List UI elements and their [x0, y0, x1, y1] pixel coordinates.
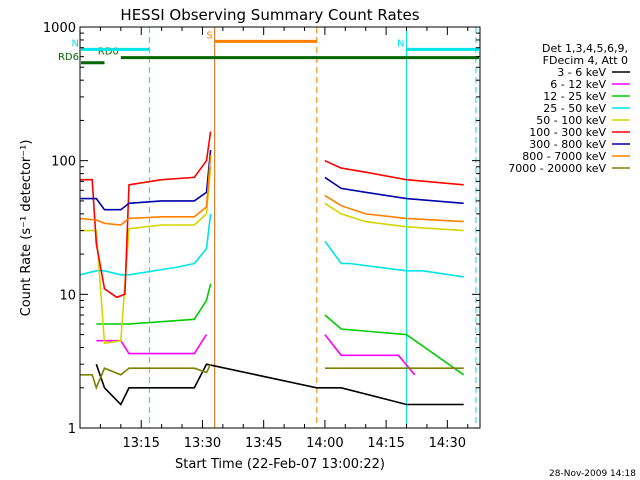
- series-group: [95, 363, 464, 406]
- legend-label: 6 - 12 keV: [550, 78, 606, 91]
- annotation-label: RD6: [58, 52, 79, 63]
- legend-label: 800 - 7000 keV: [522, 150, 606, 163]
- series-group: [80, 363, 464, 391]
- x-tick-label: 14:30: [429, 436, 466, 451]
- legend-label: 50 - 100 keV: [536, 114, 606, 127]
- mode-annotations: RD6 RD0 N N S: [58, 30, 479, 65]
- annotation-label: N: [397, 38, 404, 49]
- series-line: [96, 283, 212, 325]
- legend-label: 12 - 25 keV: [543, 90, 606, 103]
- footer-timestamp: 28-Nov-2009 14:18: [549, 469, 636, 479]
- x-tick-label: 13:15: [122, 436, 159, 451]
- x-axis-label: Start Time (22-Feb-07 13:00:22): [175, 457, 385, 472]
- x-tick-label: 13:30: [184, 436, 221, 451]
- series-line: [324, 159, 464, 186]
- legend: Det 1,3,4,5,6,9,FDecim 4, Att 03 - 6 keV…: [508, 42, 630, 175]
- series-group: [80, 131, 464, 299]
- legend-header: Det 1,3,4,5,6,9,: [542, 42, 628, 55]
- series-group: [96, 334, 416, 376]
- series-line: [80, 131, 212, 299]
- x-tick-label: 14:00: [306, 436, 343, 451]
- plot-frame: [79, 26, 481, 429]
- legend-label: 300 - 800 keV: [529, 138, 606, 151]
- legend-header: FDecim 4, Att 0: [543, 54, 628, 67]
- legend-label: 25 - 50 keV: [543, 102, 606, 115]
- series-line: [324, 194, 464, 223]
- series-line: [324, 176, 464, 205]
- y-tick-label: 1000: [43, 21, 76, 36]
- series-line: [324, 334, 416, 376]
- series-line: [324, 202, 464, 232]
- y-tick-label: 100: [51, 155, 76, 170]
- y-tick-label: 1: [68, 422, 76, 437]
- series-line: [324, 314, 465, 376]
- annotation-label: S: [206, 30, 212, 41]
- series-line: [79, 155, 212, 226]
- y-tick-label: 10: [59, 288, 76, 303]
- x-tick-label: 13:45: [245, 436, 282, 451]
- chart-title: HESSI Observing Summary Count Rates: [120, 6, 419, 24]
- series-group: [80, 150, 464, 211]
- series-line: [80, 363, 212, 391]
- series-group: [96, 283, 465, 376]
- data-series: [79, 131, 465, 406]
- legend-label: 3 - 6 keV: [557, 66, 606, 79]
- series-line: [96, 334, 208, 355]
- series-line: [80, 150, 212, 211]
- x-tick-label: 14:15: [367, 436, 404, 451]
- series-group: [80, 166, 464, 345]
- y-axis-label: Count Rate (s⁻¹ detector⁻¹): [19, 140, 34, 317]
- series-line: [324, 240, 464, 278]
- series-group: [79, 155, 464, 226]
- annotation-label: N: [72, 38, 79, 49]
- legend-label: 7000 - 20000 keV: [508, 162, 606, 175]
- series-line: [80, 166, 212, 345]
- axes: 13:15 13:30 13:45 14:00 14:15 14:30 1 10 100 1000: [43, 21, 480, 451]
- legend-label: 100 - 300 keV: [529, 126, 606, 139]
- annotation-label: RD0: [98, 47, 119, 58]
- series-line: [95, 363, 464, 406]
